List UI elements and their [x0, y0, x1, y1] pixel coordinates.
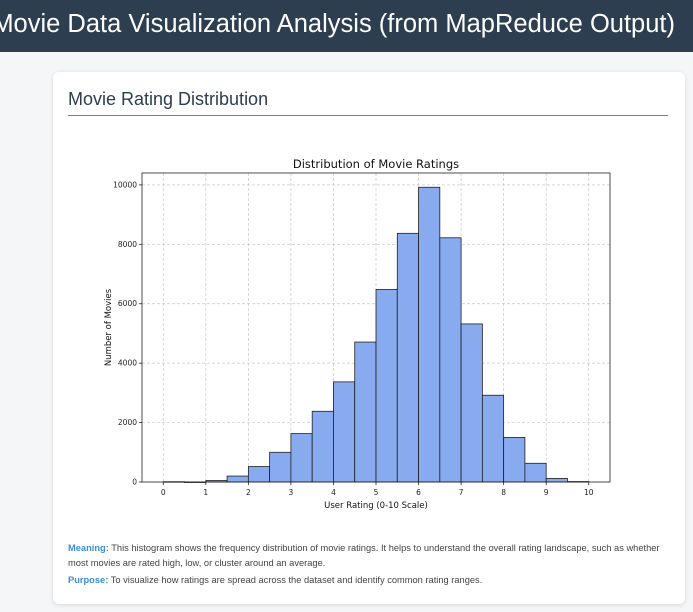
x-tick-label: 4: [331, 488, 336, 497]
histogram-bar: [226, 475, 249, 483]
histogram-bar: [418, 186, 441, 483]
y-tick-label: 4000: [118, 359, 137, 368]
chart-title: Distribution of Movie Ratings: [293, 157, 459, 171]
x-tick-label: 6: [416, 488, 421, 497]
y-tick-label: 10000: [113, 180, 137, 189]
purpose-label: Purpose:: [68, 575, 109, 585]
top-header-bar: Movie Data Visualization Analysis (from …: [0, 0, 693, 52]
y-tick-label: 0: [132, 478, 137, 487]
rating-distribution-card: Movie Rating Distribution 0 1 2 3 4 5 6 7 8 9 10 0 2…: [53, 72, 685, 604]
histogram-bar: [396, 232, 419, 483]
x-tick-label: 8: [501, 488, 506, 497]
y-tick-label: 6000: [118, 299, 137, 308]
section-title-underline: [68, 115, 668, 116]
meaning-text: This histogram shows the frequency distr…: [68, 543, 660, 568]
histogram-bar: [460, 323, 483, 483]
histogram-bar: [333, 381, 356, 483]
histogram-bar: [503, 437, 526, 483]
histogram-bar: [269, 451, 292, 483]
y-tick-label: 8000: [118, 240, 137, 249]
section-title: Movie Rating Distribution: [68, 89, 269, 109]
y-axis-label: Number of Movies: [104, 288, 114, 366]
histogram-bar: [375, 289, 398, 483]
x-tick-label: 9: [544, 488, 549, 497]
x-tick-label: 1: [203, 488, 208, 497]
x-tick-label: 2: [246, 488, 251, 497]
histogram-bar: [439, 237, 462, 483]
histogram-bar: [311, 410, 334, 483]
y-tick-label: 2000: [118, 418, 137, 427]
x-tick-label: 5: [374, 488, 379, 497]
histogram-bar: [247, 466, 271, 483]
meaning-paragraph: Meaning: This histogram shows the freque…: [68, 541, 673, 571]
page-title: Movie Data Visualization Analysis (from …: [0, 10, 675, 38]
x-tick-label: 7: [459, 488, 464, 497]
x-tick-label: 0: [161, 488, 166, 497]
purpose-text: To visualize how ratings are spread acro…: [110, 575, 483, 585]
meaning-label: Meaning:: [68, 543, 109, 553]
purpose-paragraph: Purpose: To visualize how ratings are sp…: [68, 573, 673, 588]
histogram-bar: [290, 433, 313, 483]
x-axis-label: User Rating (0-10 Scale): [324, 501, 428, 511]
histogram-bar: [545, 478, 568, 483]
histogram-bar: [524, 462, 547, 483]
rating-histogram-chart: 0 1 2 3 4 5 6 7 8 9 10 0 2000 4000 6000 8000 10000 Distri…: [104, 157, 611, 511]
x-tick-label: 3: [289, 488, 294, 497]
x-tick-label: 10: [584, 488, 594, 497]
histogram-bar: [481, 394, 505, 483]
histogram-bar: [354, 341, 377, 483]
